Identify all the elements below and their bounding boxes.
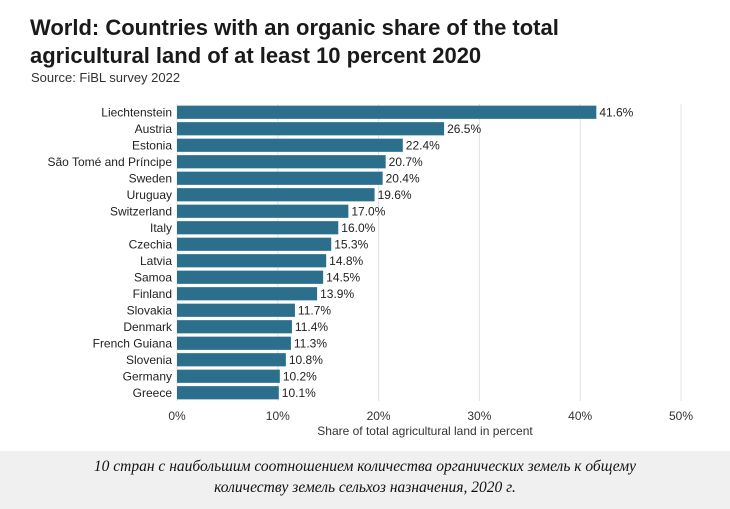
category-label-7: Italy	[150, 221, 172, 235]
category-label-3: São Tomé and Príncipe	[47, 155, 172, 169]
category-label-1: Austria	[135, 122, 173, 136]
bar-11	[177, 287, 318, 301]
category-label-15: Slovenia	[126, 353, 172, 367]
category-label-12: Slovakia	[127, 303, 173, 317]
bar-5	[177, 188, 375, 202]
category-label-6: Switzerland	[110, 204, 172, 218]
bar-3	[177, 155, 386, 169]
caption-line-2: количеству земель сельхоз назначения, 20…	[214, 479, 516, 496]
value-label-2: 22.4%	[406, 138, 440, 152]
value-label-5: 19.6%	[378, 188, 412, 202]
value-label-16: 10.2%	[283, 369, 317, 383]
value-label-15: 10.8%	[289, 353, 323, 367]
value-label-9: 14.8%	[329, 254, 363, 268]
bar-10	[177, 270, 324, 284]
value-label-8: 15.3%	[334, 237, 368, 251]
caption-line-1: 10 стран с наибольшим соотношением колич…	[93, 458, 637, 475]
chart-title: World: Countries with an organic share o…	[30, 14, 710, 70]
value-label-11: 13.9%	[320, 287, 354, 301]
bar-1	[177, 122, 445, 136]
x-tick-label-4: 40%	[568, 409, 592, 423]
category-label-9: Latvia	[140, 254, 172, 268]
category-label-5: Uruguay	[127, 188, 172, 202]
chart-title-line-2: agricultural land of at least 10 percent…	[30, 43, 482, 68]
bar-15	[177, 353, 286, 367]
x-tick-label-2: 20%	[367, 409, 391, 423]
bar-chart: Liechtenstein 41.6% Austria 26.5% Estonia 22.…	[47, 104, 693, 438]
value-label-13: 11.4%	[295, 320, 328, 334]
value-label-6: 17.0%	[351, 204, 385, 218]
category-label-4: Sweden	[129, 171, 172, 185]
category-label-16: Germany	[123, 369, 172, 383]
x-tick-label-3: 30%	[467, 409, 491, 423]
value-label-0: 41.6%	[599, 105, 633, 119]
bar-8	[177, 237, 332, 251]
x-tick-label-5: 50%	[669, 409, 693, 423]
bar-4	[177, 171, 383, 185]
chart-source: Source: FiBL survey 2022	[31, 70, 181, 85]
value-label-17: 10.1%	[282, 386, 316, 400]
bar-2	[177, 138, 403, 152]
bar-13	[177, 320, 292, 334]
category-label-14: French Guiana	[93, 336, 173, 350]
x-tick-label-0: 0%	[168, 409, 186, 423]
category-label-8: Czechia	[129, 237, 173, 251]
category-label-11: Finland	[133, 287, 172, 301]
value-label-14: 11.3%	[294, 336, 327, 350]
category-label-17: Greece	[133, 386, 173, 400]
x-axis-label: Share of total agricultural land in perc…	[317, 424, 533, 438]
category-label-2: Estonia	[132, 138, 172, 152]
bar-6	[177, 204, 349, 218]
category-label-10: Samoa	[134, 270, 172, 284]
value-label-10: 14.5%	[326, 270, 360, 284]
figure-caption: 10 стран с наибольшим соотношением колич…	[0, 451, 730, 509]
value-label-3: 20.7%	[389, 155, 423, 169]
value-label-4: 20.4%	[386, 171, 420, 185]
category-label-0: Liechtenstein	[101, 105, 172, 119]
value-label-7: 16.0%	[341, 221, 375, 235]
chart-title-line-1: World: Countries with an organic share o…	[30, 15, 559, 40]
bar-9	[177, 254, 327, 268]
bar-16	[177, 369, 280, 383]
bar-7	[177, 221, 339, 235]
bar-17	[177, 386, 279, 400]
x-tick-label-1: 10%	[266, 409, 290, 423]
category-label-13: Denmark	[123, 320, 173, 334]
value-label-12: 11.7%	[298, 303, 331, 317]
bar-0	[177, 105, 597, 119]
bar-14	[177, 336, 291, 350]
bar-12	[177, 303, 295, 317]
value-label-1: 26.5%	[447, 122, 481, 136]
